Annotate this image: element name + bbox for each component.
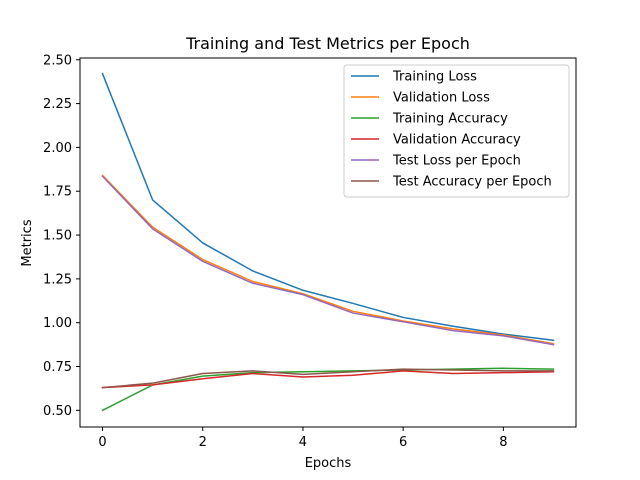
series-layer	[101, 72, 555, 412]
y-axis-label: Metrics	[20, 219, 35, 266]
x-tick-label: 6	[399, 435, 407, 450]
legend-box	[343, 64, 570, 198]
y-tick-label: 2.50	[43, 53, 72, 68]
y-tick-label: 2.00	[43, 141, 72, 156]
axes-frame	[79, 57, 577, 428]
legend: Training Loss Validation Loss Training Acc…	[343, 64, 570, 198]
legend-label: Validation Loss	[393, 91, 490, 106]
y-tick-label: 0.75	[43, 360, 72, 375]
series-line-3	[101, 370, 555, 389]
series-line-1	[101, 174, 555, 345]
legend-label: Validation Accuracy	[393, 133, 521, 148]
y-tick-label: 0.50	[43, 404, 72, 419]
y-tick-label: 1.00	[43, 316, 72, 331]
series-line-2	[101, 367, 555, 412]
y-tick-label: 1.25	[43, 272, 72, 287]
y-tick-label: 2.25	[43, 97, 72, 112]
legend-label: Training Accuracy	[392, 112, 508, 127]
legend-label: Training Loss	[392, 70, 477, 85]
x-tick-label: 2	[199, 435, 207, 450]
y-tick-label: 1.75	[43, 185, 72, 200]
legend-label: Test Accuracy per Epoch	[392, 175, 552, 190]
y-tick-label: 1.50	[43, 229, 72, 244]
series-line-5	[101, 368, 555, 389]
y-axis: 0.50 0.75 1.00 1.25 1.50 1.75 2.00 2.25 2.50	[43, 53, 80, 419]
x-tick-label: 8	[499, 435, 507, 450]
legend-label: Test Loss per Epoch	[392, 154, 521, 169]
series-line-4	[101, 175, 555, 346]
chart-title: Training and Test Metrics per Epoch	[185, 34, 470, 53]
plot-area	[79, 57, 577, 428]
x-axis-label: Epochs	[305, 456, 352, 471]
x-tick-label: 0	[98, 435, 106, 450]
series-line-0	[101, 72, 555, 342]
x-axis: 0 2 4 6 8	[98, 427, 507, 450]
x-tick-label: 4	[299, 435, 307, 450]
